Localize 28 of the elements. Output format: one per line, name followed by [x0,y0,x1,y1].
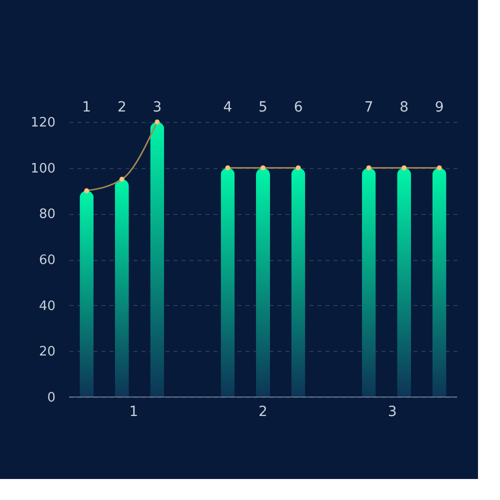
x-tick-label: 6 [294,100,303,116]
y-tick-label: 120 [30,116,56,130]
x-tick-label: 7 [364,100,374,116]
y-tick-label: 40 [38,298,56,314]
x-tick-label: 9 [434,100,444,116]
x-tick-label: 1 [82,100,92,116]
x-tick-label: 5 [258,100,268,116]
bar [362,168,376,397]
x-tick-label: 3 [152,100,162,116]
y-tick-label: 100 [30,161,56,176]
y-tick-label: 0 [47,390,56,406]
x-tick-label: 4 [223,100,232,116]
text: 1 [129,404,138,420]
y-tick-label: 80 [38,207,56,222]
bar [220,168,235,397]
y-tick-label: 20 [38,344,56,360]
x-tick-label: 2 [117,100,126,116]
bar [291,168,306,397]
bar [150,122,164,397]
bar [114,179,129,397]
bar [432,168,446,397]
x-tick-label: 8 [400,100,409,116]
text: 2 [258,404,268,420]
bar [397,168,412,397]
y-tick-label: 60 [38,253,56,268]
bar [256,168,270,397]
text: 3 [388,404,397,420]
bar [80,190,94,397]
